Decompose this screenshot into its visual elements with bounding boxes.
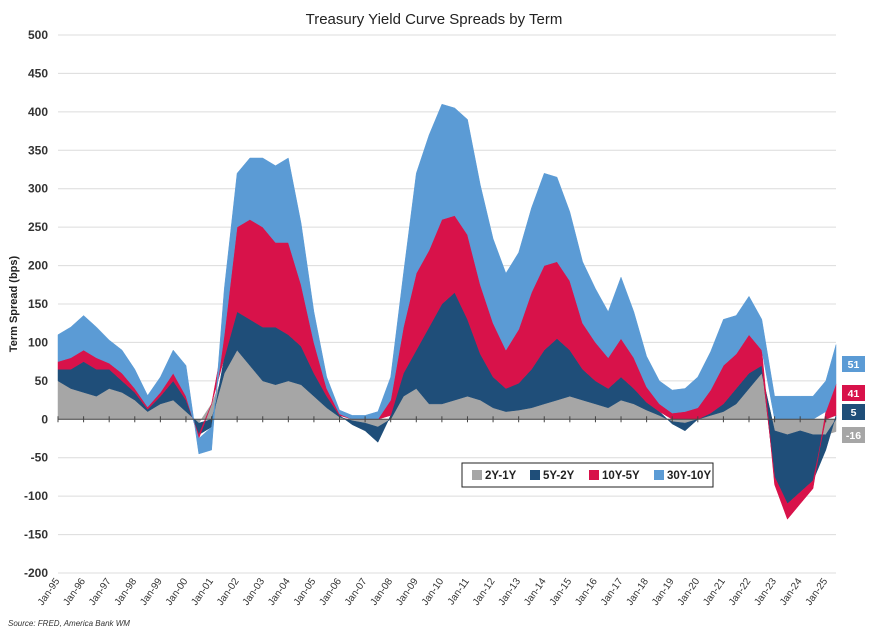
x-tick-label: Jan-95 <box>36 576 63 608</box>
legend-label: 10Y-5Y <box>602 470 640 482</box>
end-value-labels: 51 41 5 -16 <box>842 356 865 443</box>
x-tick-label: Jan-13 <box>497 576 524 608</box>
y-tick-label: 200 <box>28 259 48 273</box>
y-tick-label: 50 <box>35 374 49 388</box>
legend-label: 5Y-2Y <box>543 470 575 482</box>
x-tick-label: Jan-20 <box>676 576 703 608</box>
y-tick-label: -100 <box>24 489 48 503</box>
y-tick-label: 0 <box>41 412 48 426</box>
legend-swatch-5y-2y <box>530 470 540 480</box>
y-tick-label: 400 <box>28 105 48 119</box>
y-tick-label: 300 <box>28 182 48 196</box>
x-tick-label: Jan-24 <box>778 576 805 608</box>
end-label-value: 51 <box>848 359 860 371</box>
chart-title: Treasury Yield Curve Spreads by Term <box>306 11 563 28</box>
y-axis-ticks: 500450400350300250200150100500-50-100-15… <box>24 28 48 580</box>
x-tick-label: Jan-09 <box>394 576 421 608</box>
y-axis-label: Term Spread (bps) <box>8 255 20 352</box>
x-tick-label: Jan-06 <box>317 576 344 608</box>
x-tick-label: Jan-17 <box>599 576 626 608</box>
legend-swatch-2y-1y <box>472 470 482 480</box>
end-label-10y-5y: 41 <box>842 385 865 401</box>
x-tick-label: Jan-11 <box>446 576 472 607</box>
x-tick-label: Jan-23 <box>752 576 779 608</box>
end-label-5y-2y: 5 <box>842 404 865 420</box>
x-tick-label: Jan-10 <box>420 576 447 608</box>
x-tick-label: Jan-03 <box>241 576 268 608</box>
end-label-30y-10y: 51 <box>842 356 865 372</box>
end-label-value: 5 <box>851 407 857 419</box>
x-tick-label: Jan-00 <box>164 576 191 608</box>
legend-box <box>461 462 714 488</box>
x-tick-label: Jan-04 <box>266 576 293 608</box>
y-tick-label: -200 <box>24 566 48 580</box>
end-label-value: 41 <box>848 388 860 400</box>
x-tick-label: Jan-07 <box>343 576 370 608</box>
x-tick-label: Jan-08 <box>369 576 396 608</box>
legend-swatch-10y-5y <box>589 470 599 480</box>
y-tick-label: 250 <box>28 220 48 234</box>
legend: 2Y-1Y 5Y-2Y 10Y-5Y 30Y-10Y <box>461 462 714 488</box>
area-series-30y-10y <box>57 103 837 455</box>
end-label-box <box>842 404 865 420</box>
x-tick-label: Jan-99 <box>138 576 165 608</box>
end-label-box <box>842 356 865 372</box>
x-tick-label: Jan-96 <box>61 576 88 608</box>
y-tick-label: 500 <box>28 28 48 42</box>
x-tick-label: Jan-02 <box>215 576 242 608</box>
x-tick-label: Jan-05 <box>292 576 319 608</box>
y-tick-label: -150 <box>24 528 48 542</box>
legend-label: 30Y-10Y <box>667 470 711 482</box>
x-tick-label: Jan-98 <box>113 576 140 608</box>
end-label-value: -16 <box>846 430 861 442</box>
x-tick-label: Jan-14 <box>522 576 549 608</box>
x-tick-label: Jan-16 <box>573 576 600 608</box>
x-tick-label: Jan-01 <box>189 576 216 608</box>
x-tick-label: Jan-97 <box>87 576 114 608</box>
x-axis-ticks: Jan-95 Jan-96 Jan-97 Jan-98 Jan-99 Jan-00 Jan-… <box>36 416 831 608</box>
y-tick-label: -50 <box>31 451 49 465</box>
legend-label: 2Y-1Y <box>485 470 517 482</box>
x-tick-label: Jan-19 <box>650 576 677 608</box>
y-tick-label: 100 <box>28 335 48 349</box>
x-tick-label: Jan-18 <box>625 576 652 608</box>
stacked-areas <box>57 103 837 520</box>
end-label-box <box>842 427 865 443</box>
y-tick-label: 350 <box>28 143 48 157</box>
legend-swatch-30y-10y <box>654 470 664 480</box>
x-tick-label: Jan-21 <box>701 576 728 608</box>
y-tick-label: 450 <box>28 66 48 80</box>
end-label-2y-1y: -16 <box>842 427 865 443</box>
x-tick-label: Jan-22 <box>727 576 754 608</box>
source-note: Source: FRED, America Bank WM <box>8 619 130 628</box>
end-label-box <box>842 385 865 401</box>
x-tick-label: Jan-12 <box>471 576 498 608</box>
y-tick-label: 150 <box>28 297 48 311</box>
x-tick-label: Jan-25 <box>804 576 831 608</box>
x-tick-label: Jan-15 <box>548 576 575 608</box>
